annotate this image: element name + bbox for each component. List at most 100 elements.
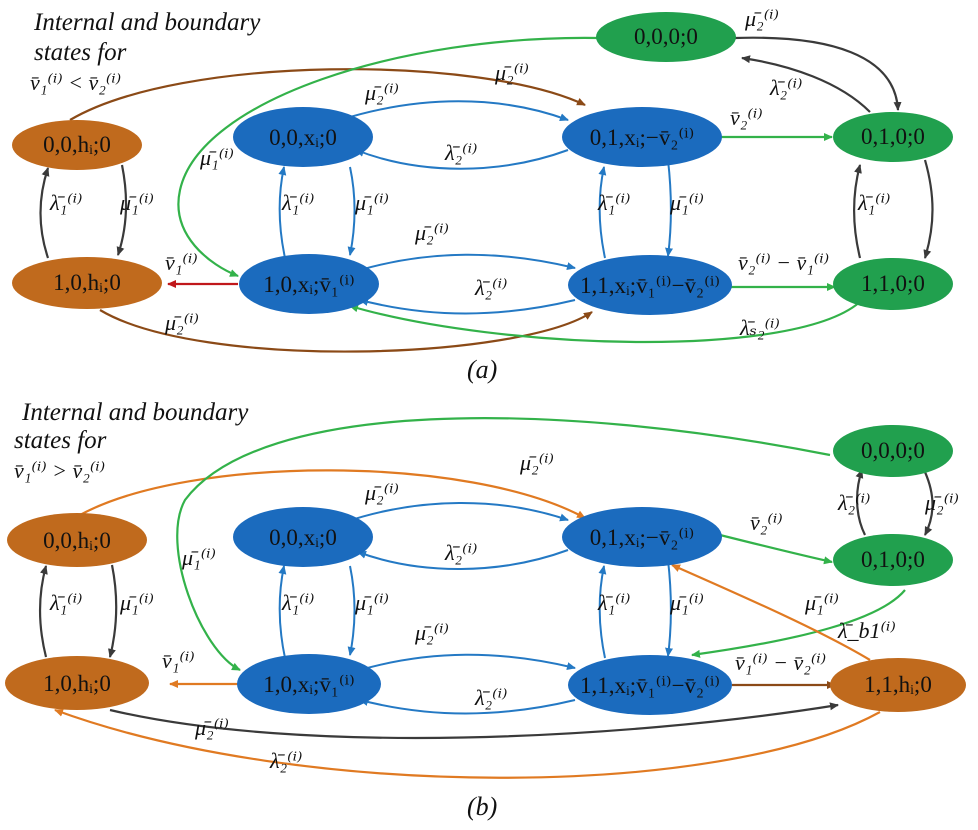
label-a-mu1-green: μ̄₁⁽ⁱ⁾ bbox=[199, 145, 234, 170]
label-a-mu1-x-r: μ̄₁⁽ⁱ⁾ bbox=[669, 190, 704, 215]
edge-b-orange-lambda2 bbox=[54, 708, 881, 779]
label-a-lambda1-green: λ̄₁⁽ⁱ⁾ bbox=[857, 190, 890, 215]
node-a-00x bbox=[233, 107, 373, 167]
node-a-10h-label: 1,0,hᵢ;0 bbox=[53, 270, 121, 295]
edge-a-blue-v-r-down bbox=[665, 159, 673, 257]
label-a-lambda1-x-r: λ̄₁⁽ⁱ⁾ bbox=[597, 190, 630, 215]
node-a-00h-label: 0,0,hᵢ;0 bbox=[43, 132, 111, 157]
node-a-10x-label: 1,0,xᵢ;v̄₁⁽ⁱ⁾ bbox=[263, 272, 355, 297]
edge-a-dark-010-000 bbox=[741, 55, 871, 113]
node-b-11x-label: 1,1,xᵢ;v̄₁⁽ⁱ⁾−v̄₂⁽ⁱ⁾ bbox=[580, 673, 720, 698]
edge-a-h-up bbox=[39, 167, 50, 259]
node-b-00h bbox=[7, 513, 147, 567]
node-a-010 bbox=[833, 112, 953, 162]
label-a-lambda2-green: λ̄₂⁽ⁱ⁾ bbox=[769, 75, 802, 100]
label-b-mu2-upper: μ̄₂⁽ⁱ⁾ bbox=[364, 480, 399, 505]
node-b-00x-label: 0,0,xᵢ;0 bbox=[269, 525, 337, 550]
node-b-11h bbox=[830, 658, 966, 712]
label-a-lambda1-h: λ̄₁⁽ⁱ⁾ bbox=[49, 190, 82, 215]
node-a-11x bbox=[568, 255, 732, 315]
node-b-000 bbox=[833, 425, 953, 477]
edge-b-blue-v-l-up bbox=[278, 565, 287, 659]
label-a-lambda2-lower: λ̄₂⁽ⁱ⁾ bbox=[474, 275, 507, 300]
edge-b-green-mu1 bbox=[691, 589, 906, 658]
label-a-mu2-lower: μ̄₂⁽ⁱ⁾ bbox=[414, 220, 449, 245]
panel-b-title-line-2: states for bbox=[14, 427, 107, 454]
panel-a: Internal and boundary states for v̄₁⁽ⁱ⁾ … bbox=[12, 6, 953, 384]
edge-a-green-long bbox=[177, 36, 599, 278]
label-b-lambda1-x-r: λ̄₁⁽ⁱ⁾ bbox=[597, 590, 630, 615]
edge-a-blue-bot-r bbox=[359, 253, 576, 271]
edge-b-blue-bot-r bbox=[359, 653, 576, 671]
panel-b-title-line-3: v̄₁⁽ⁱ⁾ > v̄₂⁽ⁱ⁾ bbox=[14, 458, 105, 483]
label-a-mu2-green: μ̄₂⁽ⁱ⁾ bbox=[744, 6, 779, 31]
node-b-10x bbox=[237, 654, 381, 714]
label-b-mu2-top: μ̄₂⁽ⁱ⁾ bbox=[519, 450, 554, 475]
panel-b-label: (b) bbox=[467, 792, 497, 821]
edge-b-h-down bbox=[108, 564, 118, 658]
label-b-mu2-green: μ̄₂⁽ⁱ⁾ bbox=[924, 490, 959, 515]
node-b-10h-label: 1,0,hᵢ;0 bbox=[43, 671, 111, 696]
edge-b-blue-v-r-down bbox=[665, 559, 673, 657]
edge-a-blue-v-l-down bbox=[347, 166, 356, 256]
label-a-lambda-s2: λ̄ₛ₂⁽ⁱ⁾ bbox=[739, 315, 780, 340]
node-a-000-label: 0,0,0;0 bbox=[634, 24, 698, 49]
label-a-mu1-x: μ̄₁⁽ⁱ⁾ bbox=[354, 190, 389, 215]
edge-a-blue-bot-l bbox=[359, 298, 576, 315]
edge-b-blue-top-r bbox=[344, 502, 569, 523]
edge-a-dark-000-010 bbox=[734, 36, 902, 111]
node-b-01x bbox=[562, 507, 722, 567]
node-a-10h bbox=[12, 257, 162, 309]
node-a-00x-label: 0,0,xᵢ;0 bbox=[269, 125, 337, 150]
edge-a-brown-top bbox=[69, 68, 586, 121]
label-b-v2: v̄₂⁽ⁱ⁾ bbox=[750, 510, 783, 535]
edge-a-blue-v-r-up bbox=[598, 166, 607, 259]
label-b-mu1-long: μ̄₁⁽ⁱ⁾ bbox=[181, 545, 216, 570]
node-b-010-label: 0,1,0;0 bbox=[861, 547, 925, 572]
panel-b-title-line-1: Internal and boundary bbox=[21, 399, 249, 426]
label-a-v2-minus-v1: v̄₂⁽ⁱ⁾ − v̄₁⁽ⁱ⁾ bbox=[738, 250, 829, 275]
label-b-lambda2-lower: λ̄₂⁽ⁱ⁾ bbox=[474, 685, 507, 710]
node-a-010-label: 0,1,0;0 bbox=[861, 124, 925, 149]
edge-b-dark-up bbox=[855, 469, 866, 536]
label-b-mu1-h: μ̄₁⁽ⁱ⁾ bbox=[119, 590, 154, 615]
label-a-mu1-h: μ̄₁⁽ⁱ⁾ bbox=[119, 190, 154, 215]
node-b-10h bbox=[5, 656, 149, 710]
edge-a-blue-top-r bbox=[339, 100, 569, 121]
panel-a-title-line-1: Internal and boundary bbox=[33, 9, 261, 36]
label-b-mu1-x-r: μ̄₁⁽ⁱ⁾ bbox=[669, 590, 704, 615]
label-a-lambda2-upper: λ̄₂⁽ⁱ⁾ bbox=[444, 140, 477, 165]
node-b-11x bbox=[568, 655, 732, 715]
label-a-lambda1-x: λ̄₁⁽ⁱ⁾ bbox=[281, 190, 314, 215]
edge-b-dark-down bbox=[923, 471, 934, 536]
edge-b-blue-bot-l bbox=[359, 698, 576, 715]
node-a-01x-label: 0,1,xᵢ;−v̄₂⁽ⁱ⁾ bbox=[590, 125, 695, 150]
edge-b-green-v2 bbox=[719, 533, 833, 565]
edge-a-h-down bbox=[116, 164, 128, 256]
panel-a-label: (a) bbox=[467, 355, 497, 384]
panel-a-title-line-2: states for bbox=[34, 39, 127, 66]
label-b-lambda2-green: λ̄₂⁽ⁱ⁾ bbox=[837, 490, 870, 515]
edge-b-orange-top bbox=[79, 469, 586, 519]
node-a-110 bbox=[833, 258, 953, 310]
label-b-lambda-b1: λ̄_b1⁽ⁱ⁾ bbox=[837, 618, 896, 643]
label-b-lambda1-h: λ̄₁⁽ⁱ⁾ bbox=[49, 590, 82, 615]
node-a-10x bbox=[239, 254, 379, 314]
label-b-lambda2-upper: λ̄₂⁽ⁱ⁾ bbox=[444, 540, 477, 565]
label-b-lambda2-orange: λ̄₂⁽ⁱ⁾ bbox=[269, 748, 302, 773]
edge-b-dark-mu2 bbox=[109, 702, 839, 740]
label-b-mu2-dark: μ̄₂⁽ⁱ⁾ bbox=[194, 715, 229, 740]
node-b-000-label: 0,0,0;0 bbox=[861, 438, 925, 463]
node-b-00x bbox=[233, 507, 373, 567]
node-a-000 bbox=[596, 12, 736, 62]
label-b-mu1-green: μ̄₁⁽ⁱ⁾ bbox=[804, 590, 839, 615]
node-a-110-label: 1,1,0;0 bbox=[861, 271, 925, 296]
label-b-mu2-lower: μ̄₂⁽ⁱ⁾ bbox=[414, 620, 449, 645]
edge-b-h-up bbox=[38, 565, 48, 658]
node-a-11x-label: 1,1,xᵢ;v̄₁⁽ⁱ⁾−v̄₂⁽ⁱ⁾ bbox=[580, 273, 720, 298]
label-b-v1-orange: v̄₁⁽ⁱ⁾ bbox=[162, 648, 195, 673]
label-a-mu2-brown: μ̄₂⁽ⁱ⁾ bbox=[164, 310, 199, 335]
node-a-00h bbox=[12, 120, 142, 170]
edge-a-dark-down bbox=[923, 159, 934, 259]
node-b-10x-label: 1,0,xᵢ;v̄₁⁽ⁱ⁾ bbox=[263, 672, 355, 697]
